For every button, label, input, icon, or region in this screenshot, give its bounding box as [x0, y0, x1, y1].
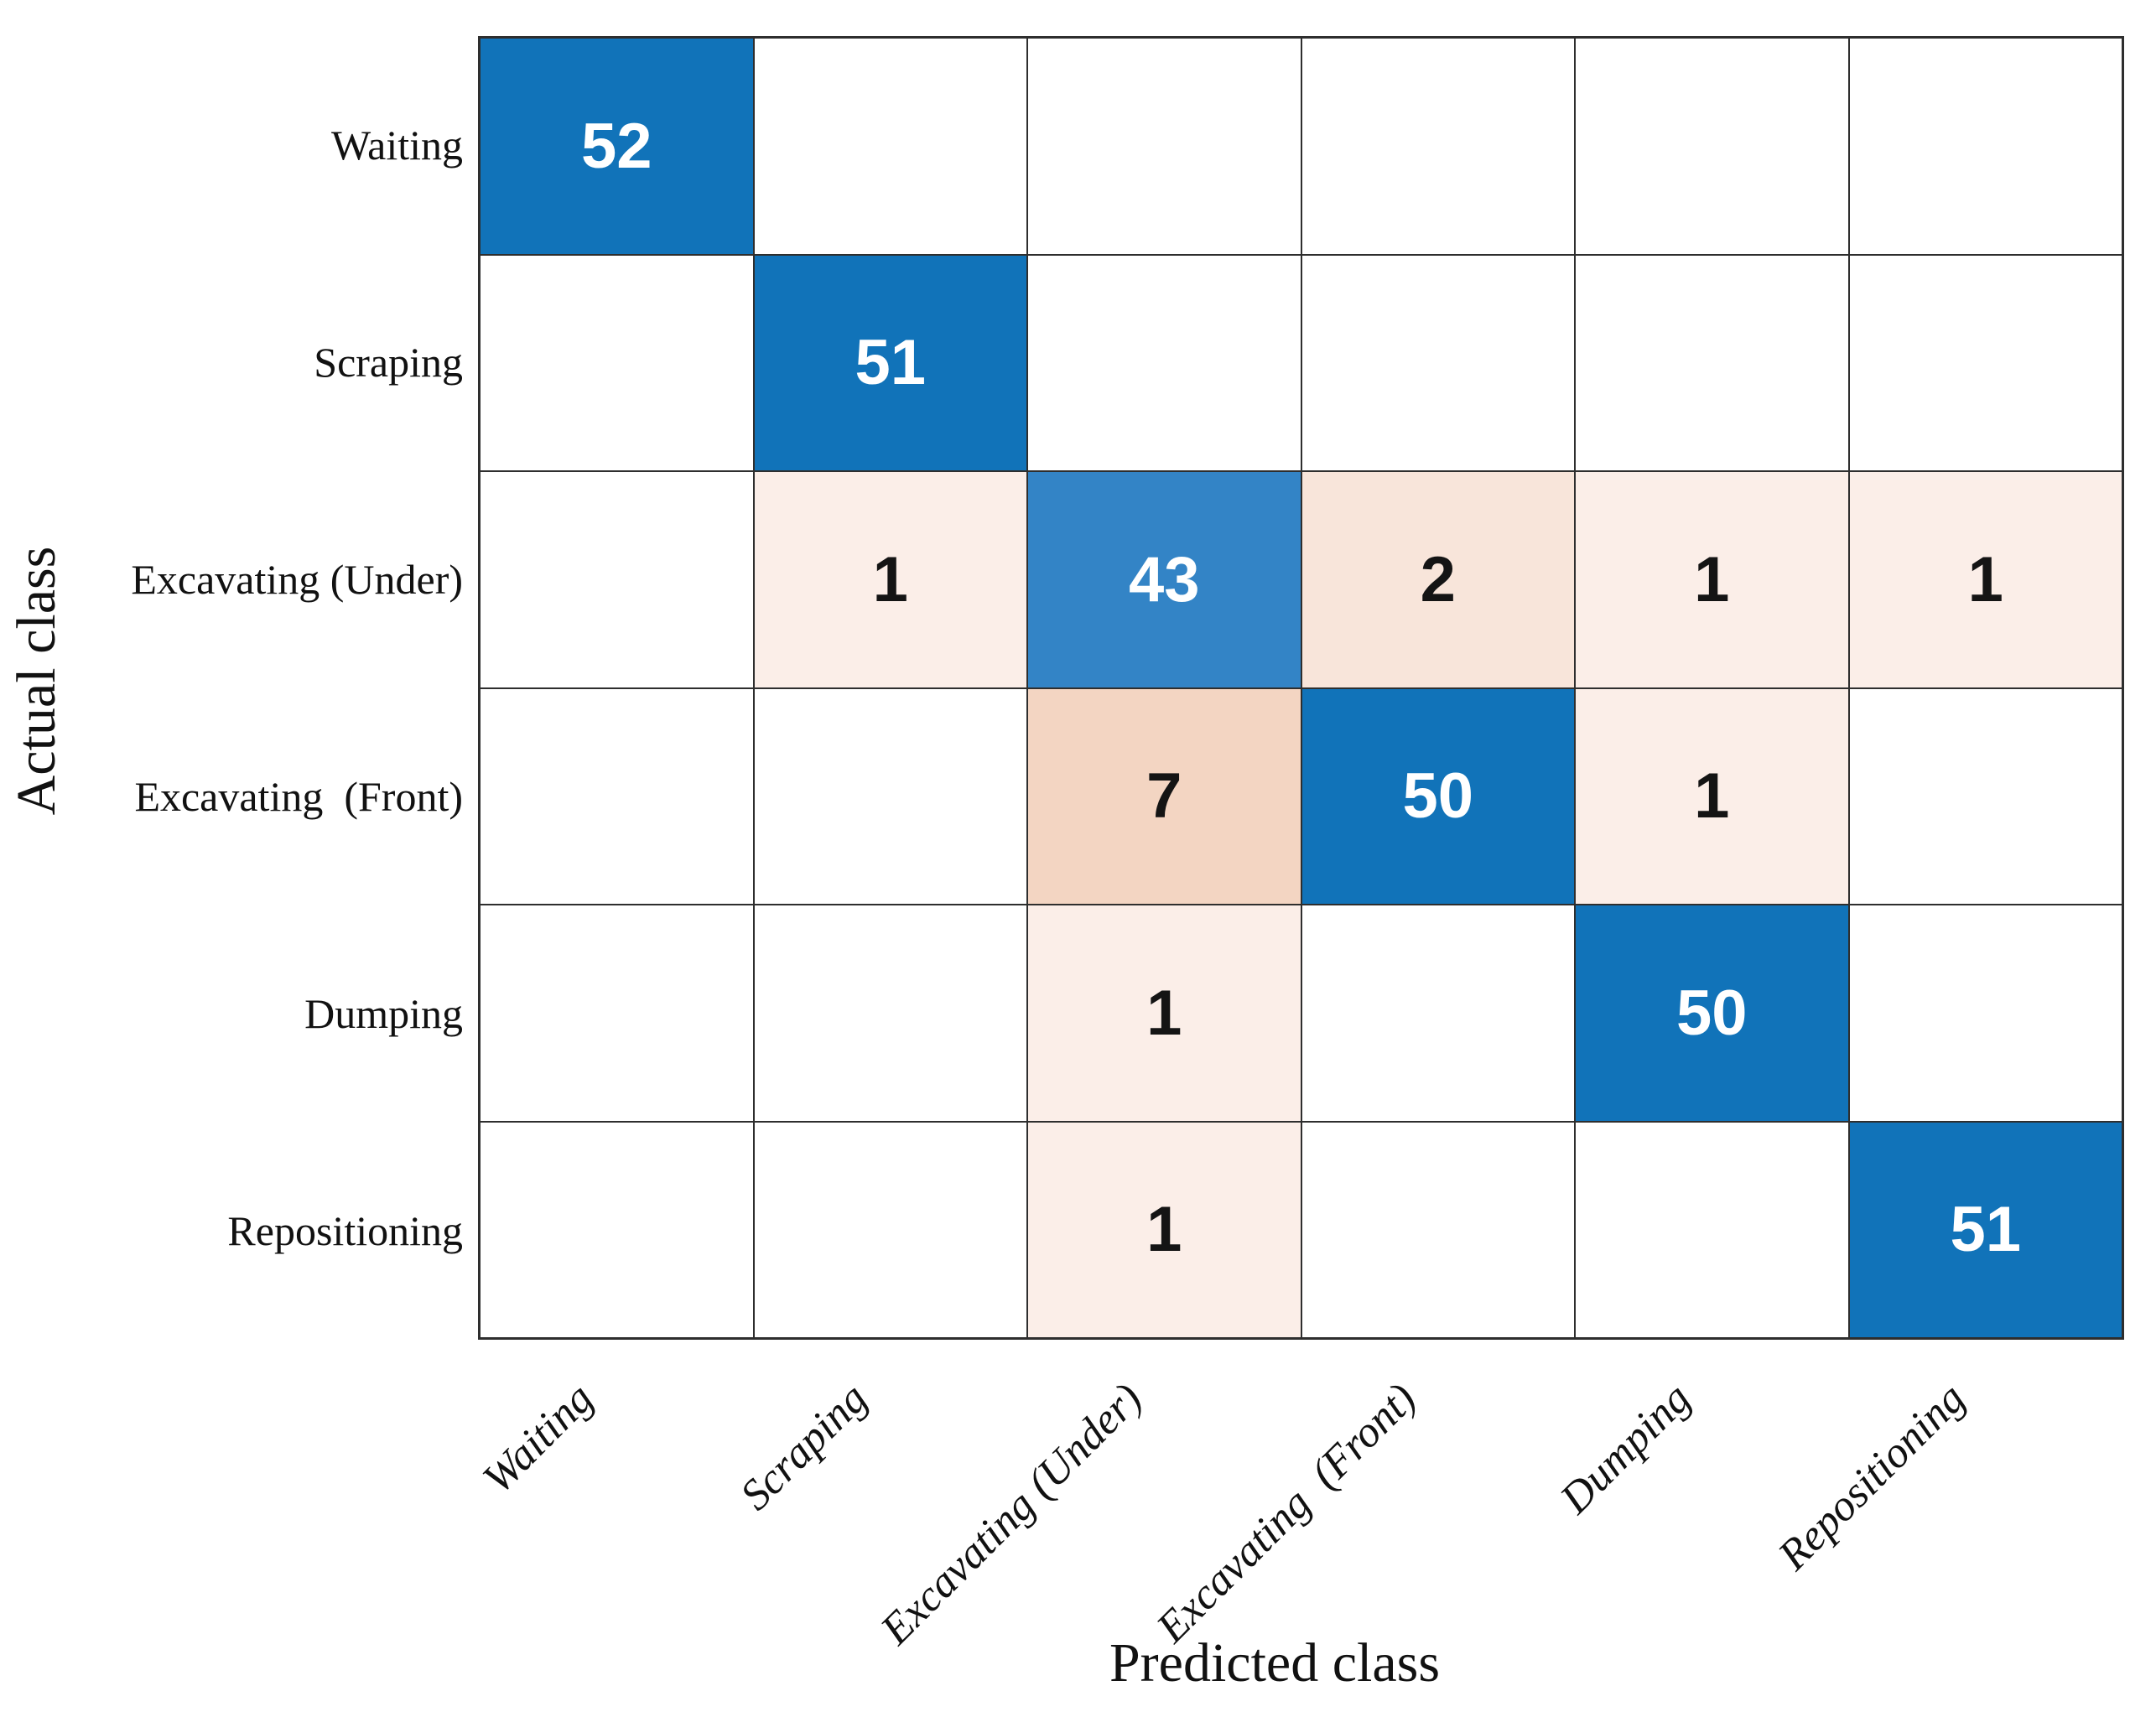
matrix-cell	[480, 687, 754, 905]
matrix-cell	[1575, 1121, 1849, 1338]
matrix-cell	[1575, 38, 1849, 255]
x-tick-label: Repositioning	[1769, 1374, 1975, 1580]
matrix-cell	[753, 687, 1027, 905]
x-tick-label: Dumping	[1551, 1374, 1700, 1523]
matrix-cell: 1	[1027, 905, 1301, 1122]
matrix-cell: 1	[1027, 1121, 1301, 1338]
matrix-cell: 1	[1575, 687, 1849, 905]
matrix-cell	[1848, 905, 2122, 1122]
matrix-cell	[1848, 38, 2122, 255]
matrix-cell: 43	[1027, 471, 1301, 688]
matrix-cell	[1301, 254, 1575, 471]
matrix-cell	[1301, 1121, 1575, 1338]
matrix-cell: 1	[1848, 471, 2122, 688]
y-tick-label: Waiting	[330, 121, 463, 169]
matrix-cell	[480, 471, 754, 688]
matrix-cell	[480, 905, 754, 1122]
matrix-cell: 50	[1301, 687, 1575, 905]
matrix-cell	[1301, 905, 1575, 1122]
y-tick-label: Excavating (Under)	[131, 555, 463, 603]
matrix-grid: 52 51 1 43 2 1 1 7 50 1 1 50 1 51	[478, 36, 2124, 1340]
y-tick-label: Scraping	[314, 338, 463, 386]
x-axis-title: Predicted class	[1109, 1632, 1441, 1694]
matrix-cell	[1027, 254, 1301, 471]
x-tick-label: Waiting	[473, 1374, 603, 1503]
matrix-cell	[1848, 254, 2122, 471]
x-tick-label: Excavating (Front)	[1147, 1374, 1426, 1652]
y-tick-label: Repositioning	[227, 1207, 463, 1255]
matrix-cell: 7	[1027, 687, 1301, 905]
x-tick-label: Excavating (Under)	[871, 1374, 1151, 1654]
matrix-cell: 51	[753, 254, 1027, 471]
matrix-cell	[1575, 254, 1849, 471]
y-tick-label: Excavating (Front)	[134, 773, 463, 821]
matrix-cell	[753, 1121, 1027, 1338]
matrix-cell: 2	[1301, 471, 1575, 688]
matrix-cell	[753, 38, 1027, 255]
matrix-cell: 1	[753, 471, 1027, 688]
x-tick-label: Scraping	[731, 1374, 877, 1520]
matrix-cell	[1848, 687, 2122, 905]
matrix-cell: 51	[1848, 1121, 2122, 1338]
matrix-cell	[753, 905, 1027, 1122]
matrix-cell	[480, 1121, 754, 1338]
matrix-cell	[1027, 38, 1301, 255]
matrix-cell	[1301, 38, 1575, 255]
matrix-cell: 50	[1575, 905, 1849, 1122]
matrix-cell: 52	[480, 38, 754, 255]
matrix-cell: 1	[1575, 471, 1849, 688]
matrix-cell	[480, 254, 754, 471]
y-tick-label: Dumping	[304, 990, 463, 1038]
